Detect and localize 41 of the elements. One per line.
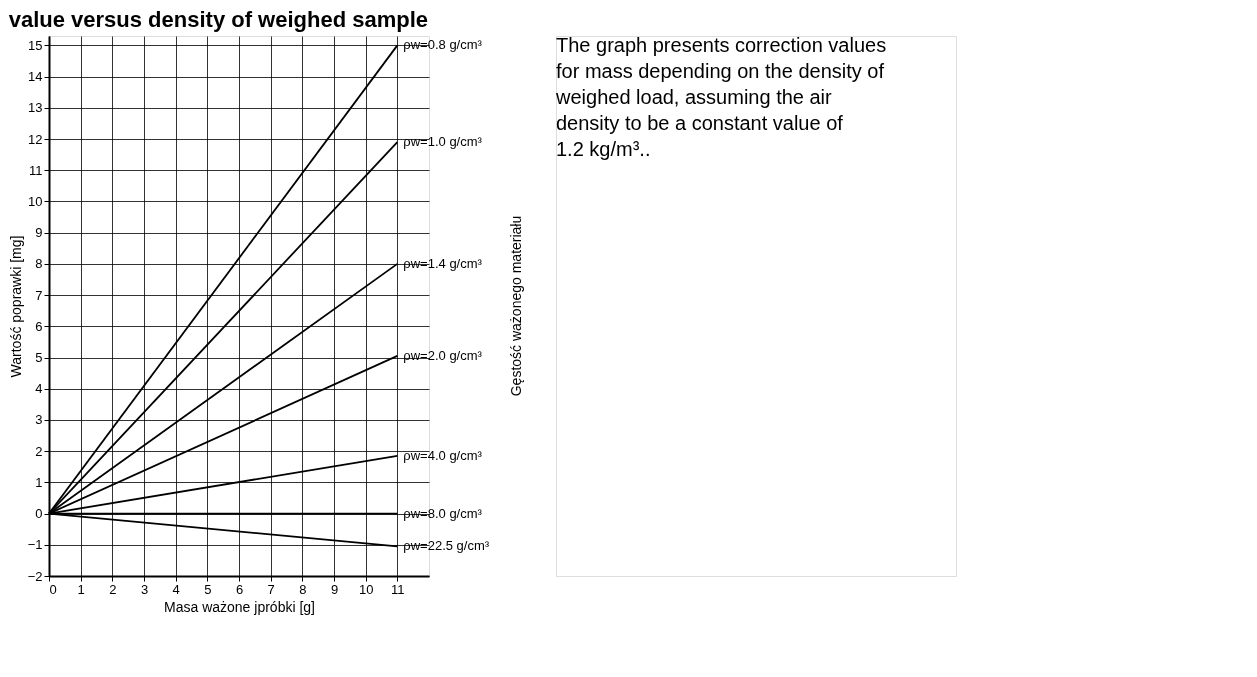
y-tick-label: 5 [35, 350, 43, 365]
y-tick-label: 11 [29, 162, 43, 178]
x-tick-label: 4 [172, 581, 180, 597]
x-tick-label: 0 [49, 581, 57, 597]
series-label: ρw=22.5 g/cm³ [403, 538, 490, 554]
text: The graph presents correction values for mass depending on the density of weighed load, assuming the air density to be a constant value of 1.2 kg/m³.. [555, 34, 887, 160]
legend-title: Gęstość ważonego materiału [508, 215, 524, 397]
x-tick-label: 5 [204, 581, 212, 597]
x-tick-label: 7 [267, 581, 275, 597]
y-tick-label: 15 [28, 37, 43, 53]
y-tick-label: 3 [35, 412, 43, 428]
y-tick-label: 2 [35, 443, 43, 459]
x-tick-label: 11 [391, 581, 405, 597]
y-tick-label: −2 [27, 568, 43, 584]
x-tick-label: 10 [358, 581, 374, 597]
y-tick-label: 0 [35, 506, 43, 522]
y-tick-label: −1 [27, 537, 43, 553]
series-label: ρw=2.0 g/cm³ [403, 347, 483, 363]
x-tick-label: 2 [109, 581, 117, 597]
y-tick-label: 7 [35, 287, 43, 303]
series-label: ρw=4.0 g/cm³ [403, 447, 483, 463]
series-label: ρw=1.0 g/cm³ [403, 134, 483, 150]
series-label: ρw=1.4 g/cm³ [403, 255, 483, 271]
y-tick-label: 6 [35, 318, 43, 334]
x-tick-label: 3 [140, 581, 149, 597]
y-tick-label: 10 [28, 193, 43, 209]
series-label: ρw=8.0 g/cm³ [403, 505, 483, 521]
x-axis-title: Masa ważone jpróbki [g] [164, 598, 315, 615]
y-tick-label: 9 [35, 225, 43, 241]
y-tick-label: 1 [35, 474, 43, 490]
y-tick-label: 14 [28, 69, 43, 85]
x-tick-label: 8 [299, 581, 307, 597]
y-tick-label: 12 [28, 131, 43, 147]
chart-title: value versus density of weighed sample [8, 6, 429, 32]
x-tick-label: 9 [330, 581, 339, 597]
y-tick-label: 13 [28, 100, 43, 116]
y-axis-title: Wartość poprawki [mg] [7, 235, 24, 378]
x-tick-label: 6 [235, 581, 244, 597]
y-tick-label: 4 [35, 381, 43, 397]
x-tick-label: 1 [77, 581, 85, 597]
y-tick-label: 8 [35, 256, 43, 272]
